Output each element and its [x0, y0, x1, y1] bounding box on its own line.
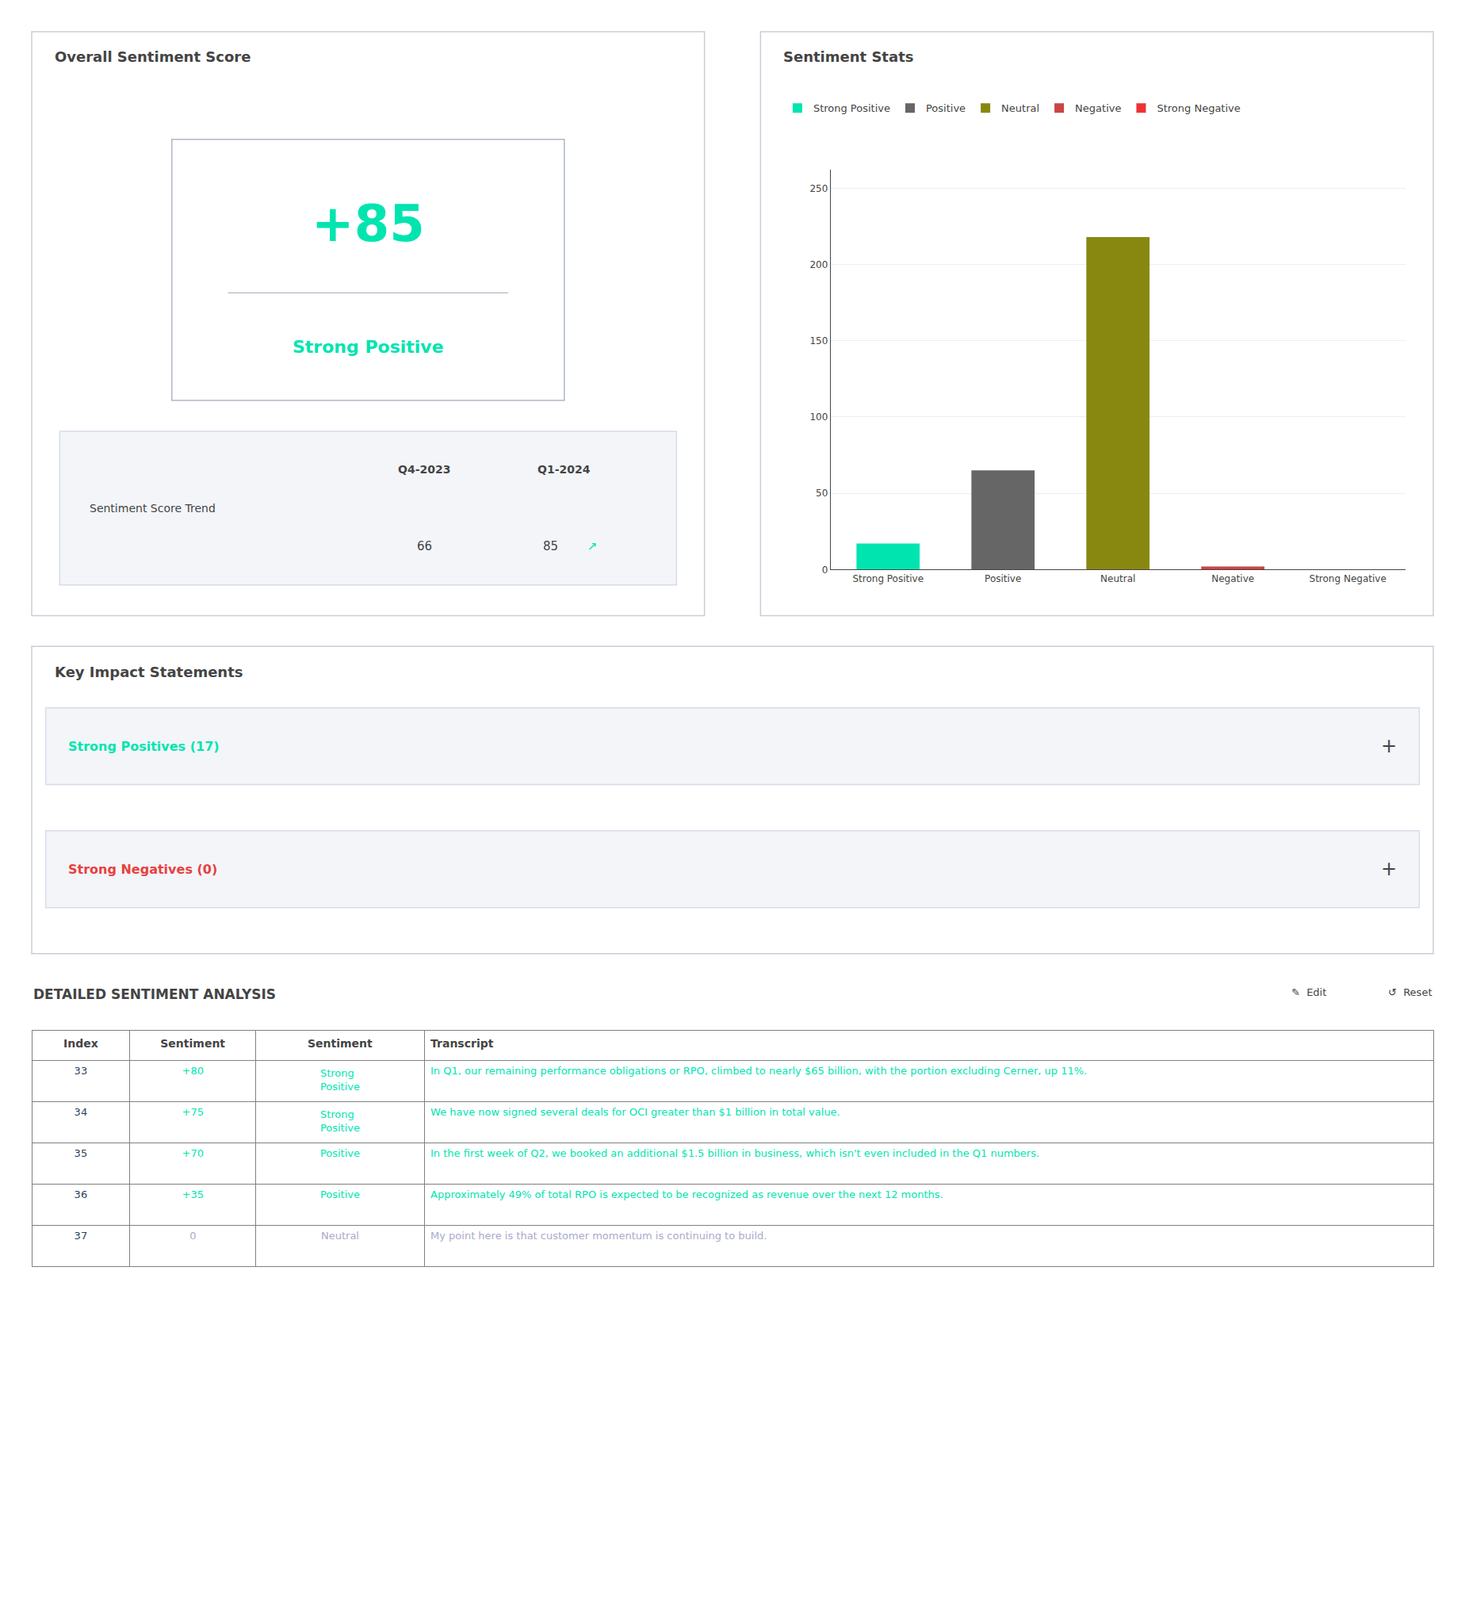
svg-text:0: 0	[822, 564, 829, 576]
svg-text:+70: +70	[182, 1147, 204, 1159]
svg-text:Q4-2023: Q4-2023	[397, 462, 451, 476]
svg-text:↺ Reset: ↺ Reset	[1388, 986, 1432, 999]
svg-text:Neutral: Neutral	[321, 1229, 360, 1242]
svg-text:Approximately 49% of total RPO: Approximately 49% of total RPO is expect…	[430, 1188, 944, 1201]
svg-text:85: 85	[543, 539, 559, 554]
svg-text:Negative: Negative	[1211, 573, 1255, 585]
svg-text:↗: ↗	[587, 539, 598, 554]
svg-text:+75: +75	[182, 1105, 204, 1118]
svg-text:+80: +80	[182, 1064, 204, 1077]
svg-text:34: 34	[74, 1105, 88, 1118]
svg-text:Sentiment: Sentiment	[307, 1036, 373, 1050]
svg-text:100: 100	[809, 411, 828, 423]
svg-text:Sentiment Stats: Sentiment Stats	[783, 48, 914, 66]
svg-text:50: 50	[815, 487, 828, 499]
svg-text:Positive: Positive	[320, 1147, 360, 1159]
svg-text:+85: +85	[311, 194, 425, 253]
svg-text:Strong Positive: Strong Positive	[852, 573, 924, 585]
svg-text:Strong Negatives (0): Strong Negatives (0)	[68, 861, 218, 877]
svg-text:200: 200	[809, 259, 828, 271]
svg-text:Strong Positives (17): Strong Positives (17)	[68, 738, 220, 754]
svg-text:Sentiment Score Trend: Sentiment Score Trend	[89, 501, 216, 515]
svg-text:DETAILED SENTIMENT ANALYSIS: DETAILED SENTIMENT ANALYSIS	[33, 986, 276, 1003]
svg-text:In Q1, our remaining performan: In Q1, our remaining performance obligat…	[430, 1064, 1087, 1077]
svg-text:35: 35	[74, 1147, 88, 1159]
svg-text:Strong Positive: Strong Positive	[813, 102, 891, 115]
svg-text:33: 33	[74, 1064, 88, 1077]
svg-text:150: 150	[809, 335, 828, 347]
svg-text:37: 37	[74, 1229, 88, 1242]
svg-text:My point here is that customer: My point here is that customer momentum …	[430, 1229, 767, 1242]
svg-text:We have now signed several dea: We have now signed several deals for OCI…	[430, 1105, 841, 1118]
svg-text:Strong Negative: Strong Negative	[1156, 102, 1240, 115]
svg-text:StrongPositive: StrongPositive	[320, 1108, 360, 1134]
svg-text:36: 36	[74, 1188, 88, 1201]
svg-text:Positive: Positive	[320, 1188, 360, 1201]
svg-text:StrongPositive: StrongPositive	[320, 1067, 360, 1093]
svg-text:In the first week of Q2, we bo: In the first week of Q2, we booked an ad…	[430, 1147, 1040, 1159]
svg-text:+: +	[1380, 857, 1397, 880]
svg-text:+35: +35	[182, 1188, 204, 1201]
svg-text:+: +	[1380, 734, 1397, 758]
svg-text:Key Impact Statements: Key Impact Statements	[54, 663, 244, 681]
svg-text:250: 250	[809, 183, 828, 195]
svg-text:Q1-2024: Q1-2024	[537, 462, 591, 476]
svg-text:Strong Positive: Strong Positive	[292, 336, 444, 357]
svg-text:Strong Negative: Strong Negative	[1309, 573, 1387, 585]
svg-text:Index: Index	[63, 1036, 99, 1050]
svg-text:Positive: Positive	[925, 102, 966, 115]
svg-text:Neutral: Neutral	[1001, 102, 1040, 115]
svg-text:0: 0	[189, 1229, 196, 1242]
svg-text:✎ Edit: ✎ Edit	[1291, 986, 1327, 999]
svg-text:Overall Sentiment Score: Overall Sentiment Score	[54, 48, 251, 66]
svg-text:Neutral: Neutral	[1100, 573, 1136, 585]
svg-text:Positive: Positive	[984, 573, 1022, 585]
svg-text:Negative: Negative	[1074, 102, 1121, 115]
svg-text:Sentiment: Sentiment	[160, 1036, 226, 1050]
svg-text:Transcript: Transcript	[430, 1036, 494, 1050]
svg-text:66: 66	[416, 539, 433, 554]
